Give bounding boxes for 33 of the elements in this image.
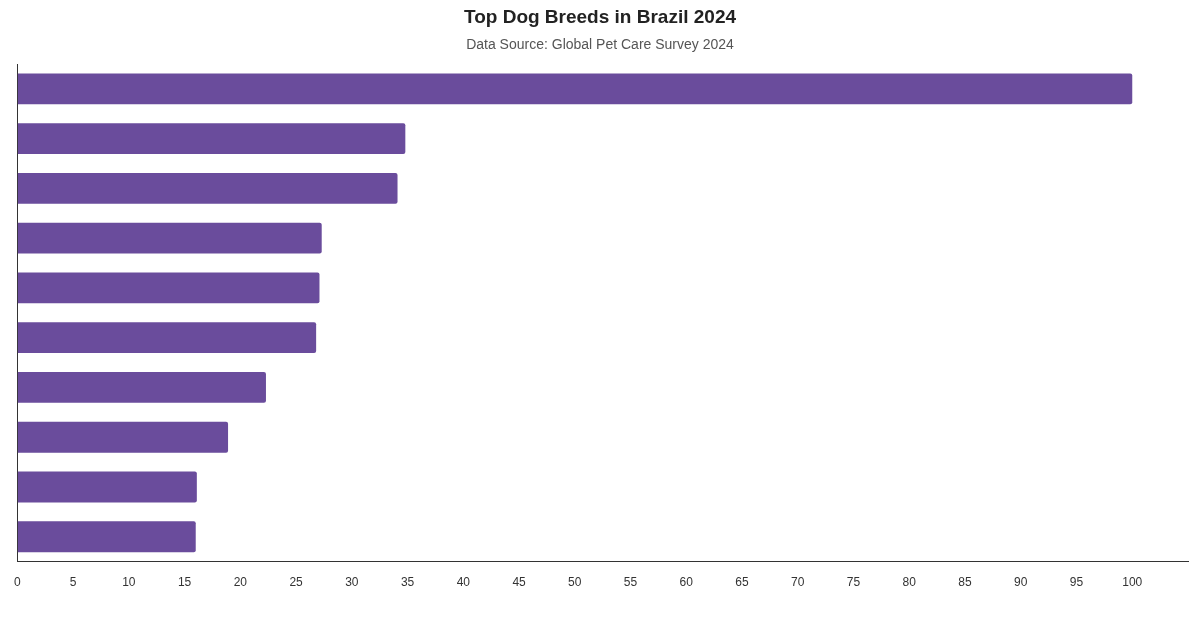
x-tick-label: 0 <box>13 575 21 590</box>
x-tick-label: 100 <box>1122 575 1143 590</box>
bar <box>17 272 320 304</box>
x-tick-label: 30 <box>345 575 359 590</box>
x-tick-label: 95 <box>1069 575 1084 590</box>
bar <box>17 421 229 453</box>
x-tick-label: 65 <box>735 575 750 590</box>
x-tick-label: 25 <box>289 575 304 590</box>
x-tick-label: 5 <box>69 575 77 590</box>
x-tick-label: 35 <box>400 575 415 590</box>
x-tick-label: 10 <box>122 575 136 590</box>
bar <box>17 471 197 503</box>
bar <box>17 222 322 254</box>
bar <box>17 123 406 155</box>
chart-subtitle: Data Source: Global Pet Care Survey 2024 <box>465 36 735 52</box>
x-tick-label: 15 <box>177 575 192 590</box>
x-tick-label: 50 <box>568 575 582 590</box>
x-tick-label: 90 <box>1014 575 1028 590</box>
x-tick-label: 75 <box>846 575 861 590</box>
bar <box>17 73 1133 105</box>
x-tick-label: 45 <box>512 575 527 590</box>
x-tick-label: 80 <box>902 575 917 590</box>
x-tick-label: 20 <box>233 575 248 590</box>
bar <box>17 322 317 354</box>
x-tick-label: 60 <box>679 575 694 590</box>
x-tick-label: 40 <box>456 575 471 590</box>
x-tick-label: 70 <box>791 575 805 590</box>
bar <box>17 521 196 553</box>
x-tick-label: 85 <box>958 575 973 590</box>
x-tick-label: 55 <box>623 575 638 590</box>
bar <box>17 372 266 403</box>
bar <box>17 172 398 204</box>
chart-title: Top Dog Breeds in Brazil 2024 <box>462 6 738 28</box>
